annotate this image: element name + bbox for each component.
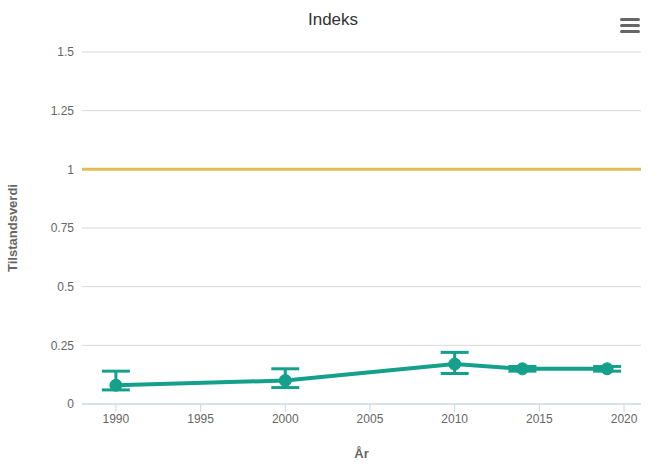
svg-text:2005: 2005 xyxy=(357,412,384,426)
svg-text:År: År xyxy=(354,446,368,461)
svg-text:1.5: 1.5 xyxy=(57,45,74,59)
svg-text:1.25: 1.25 xyxy=(51,104,75,118)
svg-text:2015: 2015 xyxy=(526,412,553,426)
html-text:Indeks: Indeks xyxy=(308,10,358,29)
svg-text:0: 0 xyxy=(67,397,74,411)
svg-text:1995: 1995 xyxy=(187,412,214,426)
svg-text:1990: 1990 xyxy=(103,412,130,426)
svg-text:2010: 2010 xyxy=(441,412,468,426)
svg-text:2000: 2000 xyxy=(272,412,299,426)
svg-text:1: 1 xyxy=(67,163,74,177)
svg-text:Tilstandsverdi: Tilstandsverdi xyxy=(8,184,20,272)
svg-text:0.25: 0.25 xyxy=(51,339,75,353)
svg-text:2020: 2020 xyxy=(611,412,638,426)
svg-text:0.75: 0.75 xyxy=(51,221,75,235)
svg-text:0.5: 0.5 xyxy=(57,280,74,294)
